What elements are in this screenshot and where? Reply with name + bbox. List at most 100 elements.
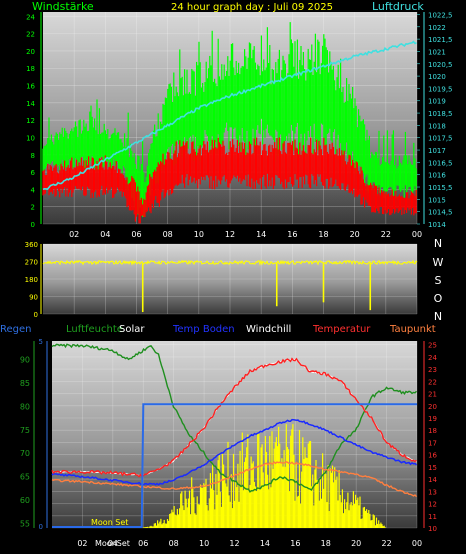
- direction-line: [42, 259, 418, 266]
- y2-tick-label: 24: [428, 354, 437, 362]
- y-tick-label: 0: [31, 221, 35, 229]
- x-tick-label: 22: [381, 539, 391, 548]
- legend-label: Temperatur: [312, 324, 371, 335]
- y-tick-label: 90: [20, 356, 30, 365]
- y2-tick-label: 10: [428, 525, 437, 533]
- temperature-series: [51, 343, 418, 528]
- x-tick-label: 18: [321, 539, 331, 548]
- y2-tick-label: 1015: [428, 196, 446, 204]
- y-tick-label: 0: [34, 311, 38, 319]
- y-tick-label: 18: [26, 65, 35, 73]
- temperature-line: [51, 357, 417, 478]
- rain-tick-label: 0: [39, 523, 43, 531]
- y-tick-label: 4: [31, 186, 36, 194]
- legend-label: Temp Boden: [172, 324, 235, 335]
- y-tick-label: 6: [31, 169, 36, 177]
- y2-tick-label: 1018: [428, 122, 446, 130]
- y-tick-label: 24: [26, 13, 35, 21]
- x-tick-label: 12: [229, 539, 239, 548]
- x-tick-label: 06: [138, 539, 148, 548]
- y2-tick-label: 1019,5: [428, 85, 453, 93]
- legend-label: Luftfeuchte: [66, 324, 123, 335]
- compass-letter: W: [433, 256, 444, 269]
- y2-tick-label: 25: [428, 342, 437, 350]
- direction-panel: 0 90 180 270 360: [25, 241, 418, 319]
- x-tick-label: 00: [412, 230, 422, 239]
- x-tick-label: 04: [100, 230, 110, 239]
- x-tick-label: 10: [194, 230, 204, 239]
- wind-series: [42, 22, 417, 224]
- y-tick-label: 70: [20, 449, 30, 458]
- y2-tick-label: 1015,5: [428, 184, 453, 192]
- x-tick-label: 02: [77, 539, 87, 548]
- direction-gridlines: [43, 243, 418, 315]
- x-tick-label: 20: [351, 539, 361, 548]
- pressure-axis-title: Luftdruck: [372, 0, 424, 13]
- y2-tick-label: 11: [428, 513, 437, 521]
- y-tick-label: 55: [20, 519, 30, 528]
- rain-tick-label: 5: [39, 338, 43, 346]
- pressure-line: [42, 40, 417, 191]
- direction-series: [42, 259, 418, 313]
- wind-axis-title: Windstärke: [32, 0, 94, 13]
- x-tick-label: 16: [290, 539, 300, 548]
- y2-tick-label: 1017,5: [428, 135, 453, 143]
- y2-tick-label: 13: [428, 488, 437, 496]
- x-tick-label: 22: [381, 230, 391, 239]
- y-tick-label: 180: [25, 276, 38, 284]
- legend-label: Windchill: [246, 324, 291, 335]
- direction-axes: 0 90 180 270 360: [25, 241, 42, 319]
- y-tick-label: 65: [20, 473, 30, 482]
- y2-tick-label: 17: [428, 439, 437, 447]
- legend-label: Regen: [0, 324, 32, 335]
- y2-tick-label: 14: [428, 476, 437, 484]
- x-tick-label: 16: [287, 230, 297, 239]
- chart-title: 24 hour graph day : Juli 09 2025: [171, 2, 333, 13]
- y-tick-label: 270: [25, 259, 38, 267]
- y2-tick-label: 1021,5: [428, 36, 453, 44]
- dewpoint-line: [51, 461, 418, 498]
- y2-tick-label: 1018,5: [428, 110, 453, 118]
- y-tick-label: 90: [29, 294, 38, 302]
- y-tick-label: 10: [26, 134, 35, 142]
- y-tick-label: 85: [20, 379, 30, 388]
- y2-tick-label: 1014: [428, 221, 446, 229]
- y2-tick-label: 19: [428, 415, 437, 423]
- y-tick-label: 12: [26, 117, 35, 125]
- y-tick-label: 22: [26, 31, 35, 39]
- y2-tick-label: 1016: [428, 172, 446, 180]
- y2-tick-label: 1017: [428, 147, 446, 155]
- y-tick-label: 60: [20, 496, 30, 505]
- x-tick-label: 20: [350, 230, 360, 239]
- moon-set-axis-label: MoonSet: [95, 539, 130, 548]
- y2-tick-label: 1016,5: [428, 159, 453, 167]
- y2-tick-label: 18: [428, 427, 437, 435]
- x-tick-label: 12: [225, 230, 235, 239]
- y2-tick-label: 1021: [428, 48, 446, 56]
- humidity-line: [51, 343, 418, 493]
- y2-tick-label: 12: [428, 501, 437, 509]
- x-tick-label: 18: [318, 230, 328, 239]
- x-tick-label: 06: [131, 230, 141, 239]
- x-tick-label: 02: [69, 230, 79, 239]
- y2-tick-label: 1014,5: [428, 209, 453, 217]
- y2-tick-label: 23: [428, 366, 437, 374]
- legend-label: Taupunkt: [389, 324, 436, 335]
- y2-tick-label: 21: [428, 391, 437, 399]
- x-tick-label: 08: [163, 230, 173, 239]
- y-tick-label: 80: [20, 402, 30, 411]
- x-tick-label: 14: [260, 539, 270, 548]
- compass-letter: N: [434, 310, 442, 323]
- x-tick-label: 00: [412, 539, 422, 548]
- y2-tick-label: 1022,5: [428, 11, 453, 19]
- y2-tick-label: 20: [428, 403, 437, 411]
- x-tick-label: 08: [169, 539, 179, 548]
- moon-set-label: Moon Set: [91, 518, 128, 527]
- y-tick-label: 75: [20, 426, 30, 435]
- y-tick-label: 14: [26, 100, 35, 108]
